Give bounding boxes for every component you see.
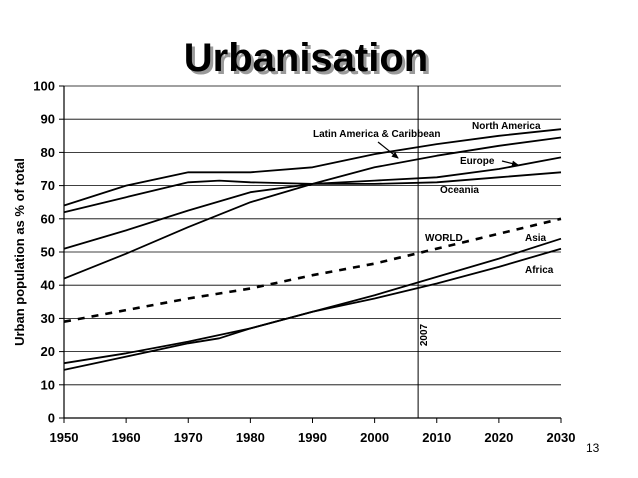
series-line-europe [63, 156, 562, 250]
annotation-latin-america: Latin America & Caribbean [313, 129, 440, 140]
annotation-oceania: Oceania [440, 185, 479, 196]
y-tick-labels: 0 10 20 30 40 50 60 70 80 90 100 [33, 79, 55, 426]
year-marker-label: 2007 [419, 323, 430, 346]
x-tick-label-1980: 1980 [236, 430, 265, 445]
y-tick-label-70: 70 [41, 178, 55, 193]
x-tick-label-2010: 2010 [422, 430, 451, 445]
x-tick-label-2020: 2020 [484, 430, 513, 445]
series-line-north-america [63, 128, 562, 207]
x-tick-label-2030: 2030 [547, 430, 576, 445]
axes [59, 85, 562, 423]
x-tick-label-1990: 1990 [298, 430, 327, 445]
arrow-latin-america [377, 141, 399, 159]
y-tick-label-20: 20 [41, 344, 55, 359]
chart-title-shadow: Urbanisation [187, 39, 431, 83]
annotation-europe: Europe [460, 156, 495, 167]
arrow-europe [501, 160, 519, 167]
y-tick-label-80: 80 [41, 145, 55, 160]
y-tick-label-100: 100 [33, 79, 55, 94]
y-tick-label-60: 60 [41, 211, 55, 226]
series-line-world [63, 217, 562, 323]
x-tick-label-1970: 1970 [174, 430, 203, 445]
y-tick-label-10: 10 [41, 377, 55, 392]
gridlines [64, 85, 561, 386]
annotation-world: WORLD [425, 233, 463, 244]
y-tick-label-30: 30 [41, 311, 55, 326]
y-tick-label-40: 40 [41, 278, 55, 293]
series-line-africa [63, 247, 562, 371]
y-axis-label: Urban population as % of total [12, 158, 27, 346]
annotation-asia: Asia [525, 233, 547, 244]
y-tick-label-50: 50 [41, 245, 55, 260]
y-tick-label-0: 0 [48, 411, 55, 426]
x-tick-label-2000: 2000 [360, 430, 389, 445]
x-tick-label-1960: 1960 [112, 430, 141, 445]
series-line-asia [63, 237, 562, 365]
annotation-africa: Africa [525, 265, 554, 276]
chart-title: Urbanisation [184, 36, 428, 80]
x-tick-labels: 1950 1960 1970 1980 1990 2000 2010 2020 2030 [50, 430, 576, 445]
x-tick-label-1950: 1950 [50, 430, 79, 445]
page-number: 13 [586, 441, 600, 455]
annotation-north-america: North America [472, 121, 541, 132]
series-line-oceania [63, 171, 562, 214]
series-lines [63, 128, 562, 371]
y-tick-label-90: 90 [41, 112, 55, 127]
